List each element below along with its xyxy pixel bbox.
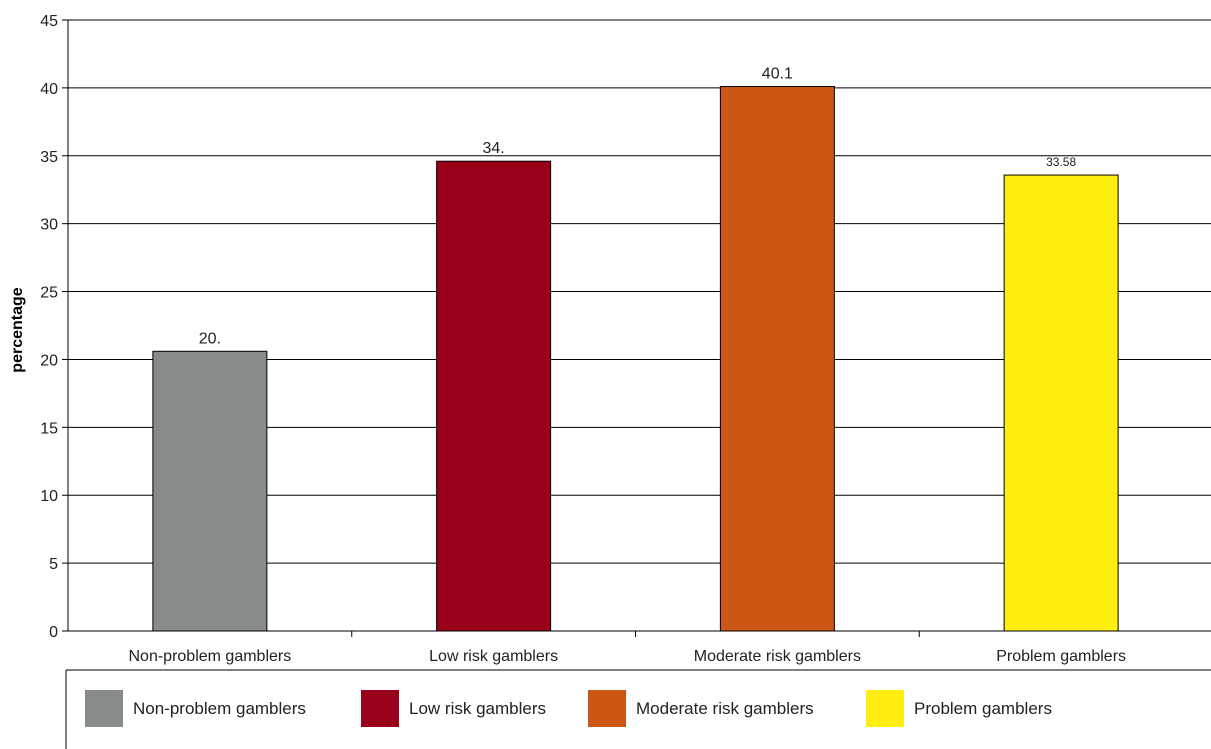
y-tick-label: 30 (40, 217, 58, 234)
data-label: 33.58 (1046, 155, 1076, 169)
legend: Non-problem gamblers Low risk gamblers Mod… (65, 669, 1211, 749)
axes (62, 19, 1211, 637)
legend-entry: Moderate risk gamblers (636, 699, 814, 718)
data-label: 40.1 (762, 66, 793, 83)
legend-swatch (85, 690, 123, 727)
y-tick-label: 0 (49, 624, 58, 641)
legend-swatch (866, 690, 904, 727)
bars (152, 86, 1119, 632)
y-tick-labels: 0 5 10 15 20 25 30 35 40 45 (40, 13, 58, 641)
x-tick-labels: Non-problem gamblers Low risk gamblers Mod… (129, 648, 1127, 665)
bar-moderate-risk-gamblers (719, 86, 835, 632)
bar-non-problem-gamblers (152, 350, 268, 632)
y-tick-label: 25 (40, 285, 58, 302)
data-labels: 20. 34. 40.1 33.58 (199, 66, 1077, 348)
y-axis-label: percentage (9, 287, 26, 372)
y-tick-label: 35 (40, 149, 58, 166)
y-tick-label: 5 (49, 556, 58, 573)
y-tick-label: 15 (40, 420, 58, 437)
y-tick-label: 10 (40, 488, 58, 505)
legend-entry: Low risk gamblers (409, 699, 546, 718)
x-tick-label: Non-problem gamblers (129, 648, 292, 665)
bar-problem-gamblers (1003, 174, 1119, 632)
x-tick-label: Low risk gamblers (429, 648, 558, 665)
bar-low-risk-gamblers (436, 160, 552, 632)
legend-swatch (361, 690, 399, 727)
legend-entry: Problem gamblers (914, 699, 1052, 718)
data-label: 34. (483, 140, 505, 157)
y-tick-label: 45 (40, 13, 58, 30)
x-tick-label: Moderate risk gamblers (694, 648, 861, 665)
data-label: 20. (199, 330, 221, 347)
legend-swatch (588, 690, 626, 727)
y-tick-label: 40 (40, 81, 58, 98)
y-tick-label: 20 (40, 352, 58, 369)
legend-entry: Non-problem gamblers (133, 699, 306, 718)
x-tick-label: Problem gamblers (996, 648, 1126, 665)
